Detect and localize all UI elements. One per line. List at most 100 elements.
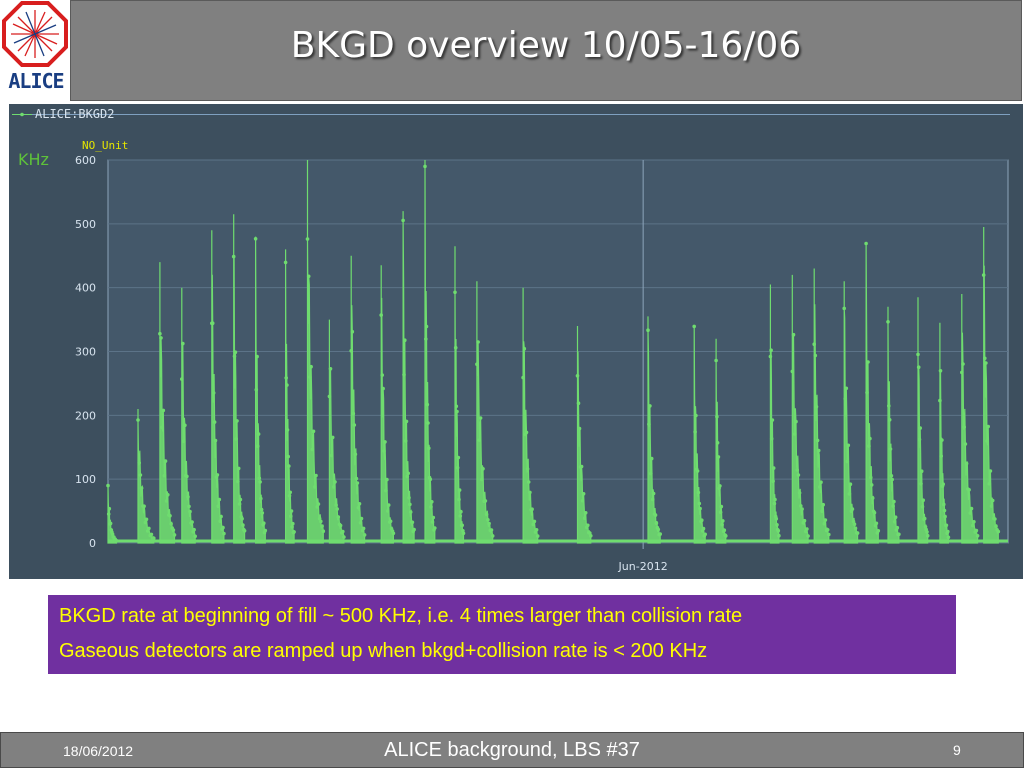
- data-point: [576, 401, 581, 406]
- fill-trace: [576, 326, 592, 544]
- data-point: [720, 522, 724, 527]
- data-point: [306, 274, 311, 279]
- data-point: [918, 426, 922, 430]
- data-point: [218, 519, 222, 523]
- data-point: [357, 502, 362, 506]
- data-point: [212, 420, 217, 424]
- data-point: [796, 473, 801, 477]
- data-point: [700, 518, 704, 522]
- data-point: [329, 453, 334, 458]
- data-point: [988, 469, 993, 473]
- data-point: [844, 386, 849, 391]
- data-point: [703, 532, 707, 537]
- data-point: [656, 527, 661, 532]
- data-point: [870, 496, 875, 500]
- data-point: [893, 515, 898, 519]
- data-point: [993, 517, 997, 521]
- data-point: [460, 523, 465, 528]
- data-point: [341, 529, 345, 534]
- data-point: [697, 501, 702, 506]
- data-point: [425, 402, 430, 407]
- data-point: [475, 362, 479, 367]
- axis-unit-label: NO_Unit: [82, 139, 129, 152]
- data-point: [818, 485, 822, 489]
- data-point: [336, 515, 341, 519]
- data-point: [292, 530, 296, 534]
- fill-trace: [159, 262, 176, 544]
- fill-trace: [813, 268, 830, 544]
- data-point: [221, 525, 225, 530]
- data-point: [654, 521, 659, 525]
- data-point: [938, 369, 943, 373]
- data-point: [579, 464, 584, 469]
- data-point: [586, 523, 590, 528]
- note-line-1: BKGD rate at beginning of fill ~ 500 KHz…: [59, 605, 743, 627]
- data-point: [920, 504, 925, 509]
- data-point: [283, 260, 288, 265]
- data-point: [241, 523, 245, 527]
- data-point: [383, 440, 387, 444]
- data-point: [379, 313, 384, 317]
- data-point: [107, 506, 112, 511]
- data-point: [580, 498, 585, 503]
- data-point: [925, 530, 929, 534]
- data-point: [653, 513, 658, 517]
- data-point: [162, 473, 167, 478]
- data-point: [867, 444, 871, 448]
- data-point: [238, 497, 243, 502]
- data-point: [692, 324, 696, 329]
- data-point: [315, 505, 320, 509]
- data-point: [986, 424, 990, 429]
- data-point: [715, 414, 719, 419]
- data-point: [532, 519, 537, 524]
- data-point: [188, 509, 192, 514]
- data-point: [459, 509, 463, 514]
- data-point: [317, 516, 322, 521]
- data-point: [649, 471, 653, 476]
- data-point: [525, 467, 530, 471]
- data-point: [285, 428, 290, 432]
- data-point: [328, 367, 333, 371]
- data-point: [284, 376, 289, 380]
- data-point: [330, 435, 335, 440]
- data-point: [850, 507, 855, 511]
- data-point: [461, 531, 466, 536]
- alice-logo-icon: [2, 1, 68, 67]
- data-point: [942, 502, 946, 507]
- data-point: [158, 331, 162, 336]
- data-point: [800, 507, 804, 511]
- data-point: [210, 321, 215, 326]
- data-point: [985, 439, 989, 443]
- data-point: [658, 532, 662, 536]
- data-point: [305, 237, 310, 241]
- data-point: [152, 536, 156, 540]
- x-tick-label: Jun-2012: [618, 560, 668, 573]
- legend-rule: [12, 114, 1010, 115]
- data-point: [453, 345, 458, 350]
- data-point: [169, 522, 173, 526]
- data-point: [771, 466, 776, 470]
- data-point: [846, 443, 851, 448]
- data-point: [487, 521, 491, 526]
- data-point: [891, 504, 895, 508]
- data-point: [193, 534, 197, 539]
- data-point: [531, 522, 535, 527]
- data-point: [814, 405, 819, 409]
- series-marker-icon: [12, 112, 32, 117]
- data-point: [233, 350, 238, 355]
- data-point: [969, 506, 974, 511]
- data-point: [694, 413, 698, 418]
- data-point: [163, 459, 168, 463]
- y-tick-label: 600: [75, 154, 96, 167]
- data-point: [892, 499, 896, 504]
- data-point: [715, 441, 720, 445]
- data-point: [216, 504, 221, 509]
- data-point: [650, 497, 655, 502]
- data-point: [321, 529, 326, 533]
- y-tick-label: 500: [75, 218, 96, 231]
- data-point: [963, 442, 968, 446]
- note-line-2: Gaseous detectors are ramped up when bkg…: [59, 640, 708, 662]
- data-point: [646, 328, 650, 333]
- data-point: [793, 432, 797, 436]
- data-point: [161, 408, 166, 413]
